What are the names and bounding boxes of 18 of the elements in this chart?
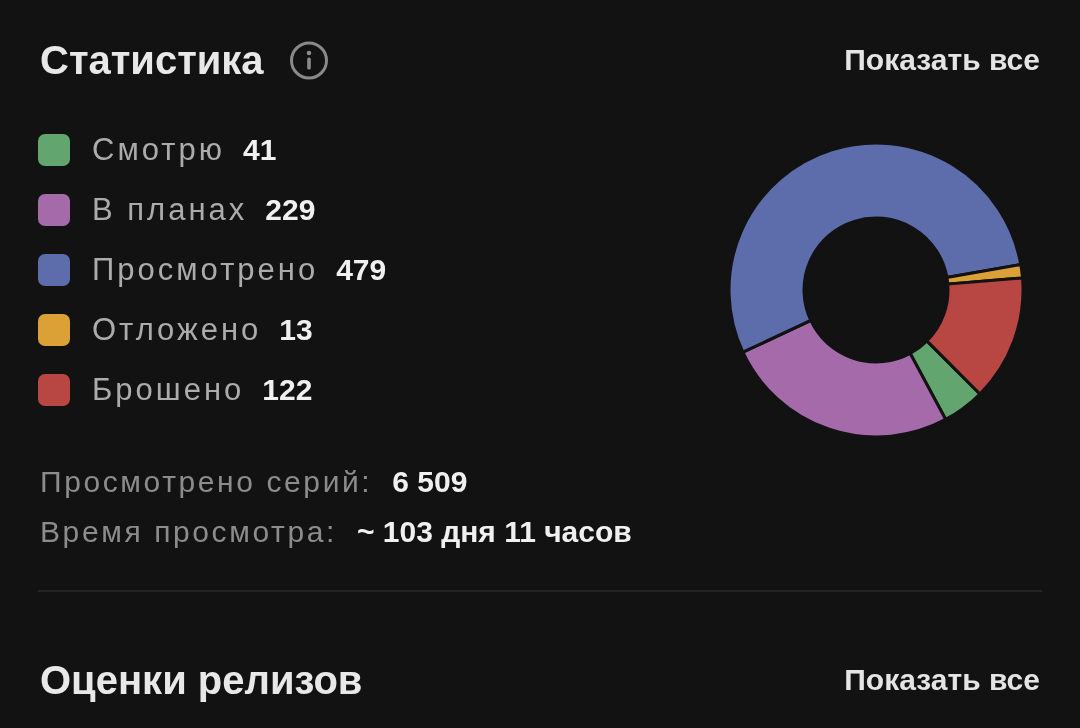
- text: Показать все: [844, 663, 1040, 696]
- text: Показать все: [844, 43, 1040, 76]
- data-label: 13: [279, 313, 313, 347]
- data-label: 229: [265, 193, 316, 227]
- text: 6 509: [392, 465, 468, 499]
- text: Оценки релизов: [40, 657, 363, 702]
- legend-label: Просмотрено: [92, 252, 319, 288]
- data-label: 479: [336, 253, 387, 287]
- data-label: 122: [262, 373, 313, 407]
- text: Просмотрено серий:: [40, 465, 373, 499]
- text: Время просмотра:: [40, 515, 337, 549]
- legend-label: В планах: [92, 192, 248, 228]
- text: ~ 103 дня 11 часов: [356, 515, 632, 549]
- chart-title: Статистика: [40, 37, 264, 83]
- legend-label: Отложено: [92, 312, 262, 348]
- legend-label: Брошено: [92, 372, 245, 408]
- legend-label: Смотрю: [92, 132, 225, 168]
- data-label: 41: [242, 133, 277, 167]
